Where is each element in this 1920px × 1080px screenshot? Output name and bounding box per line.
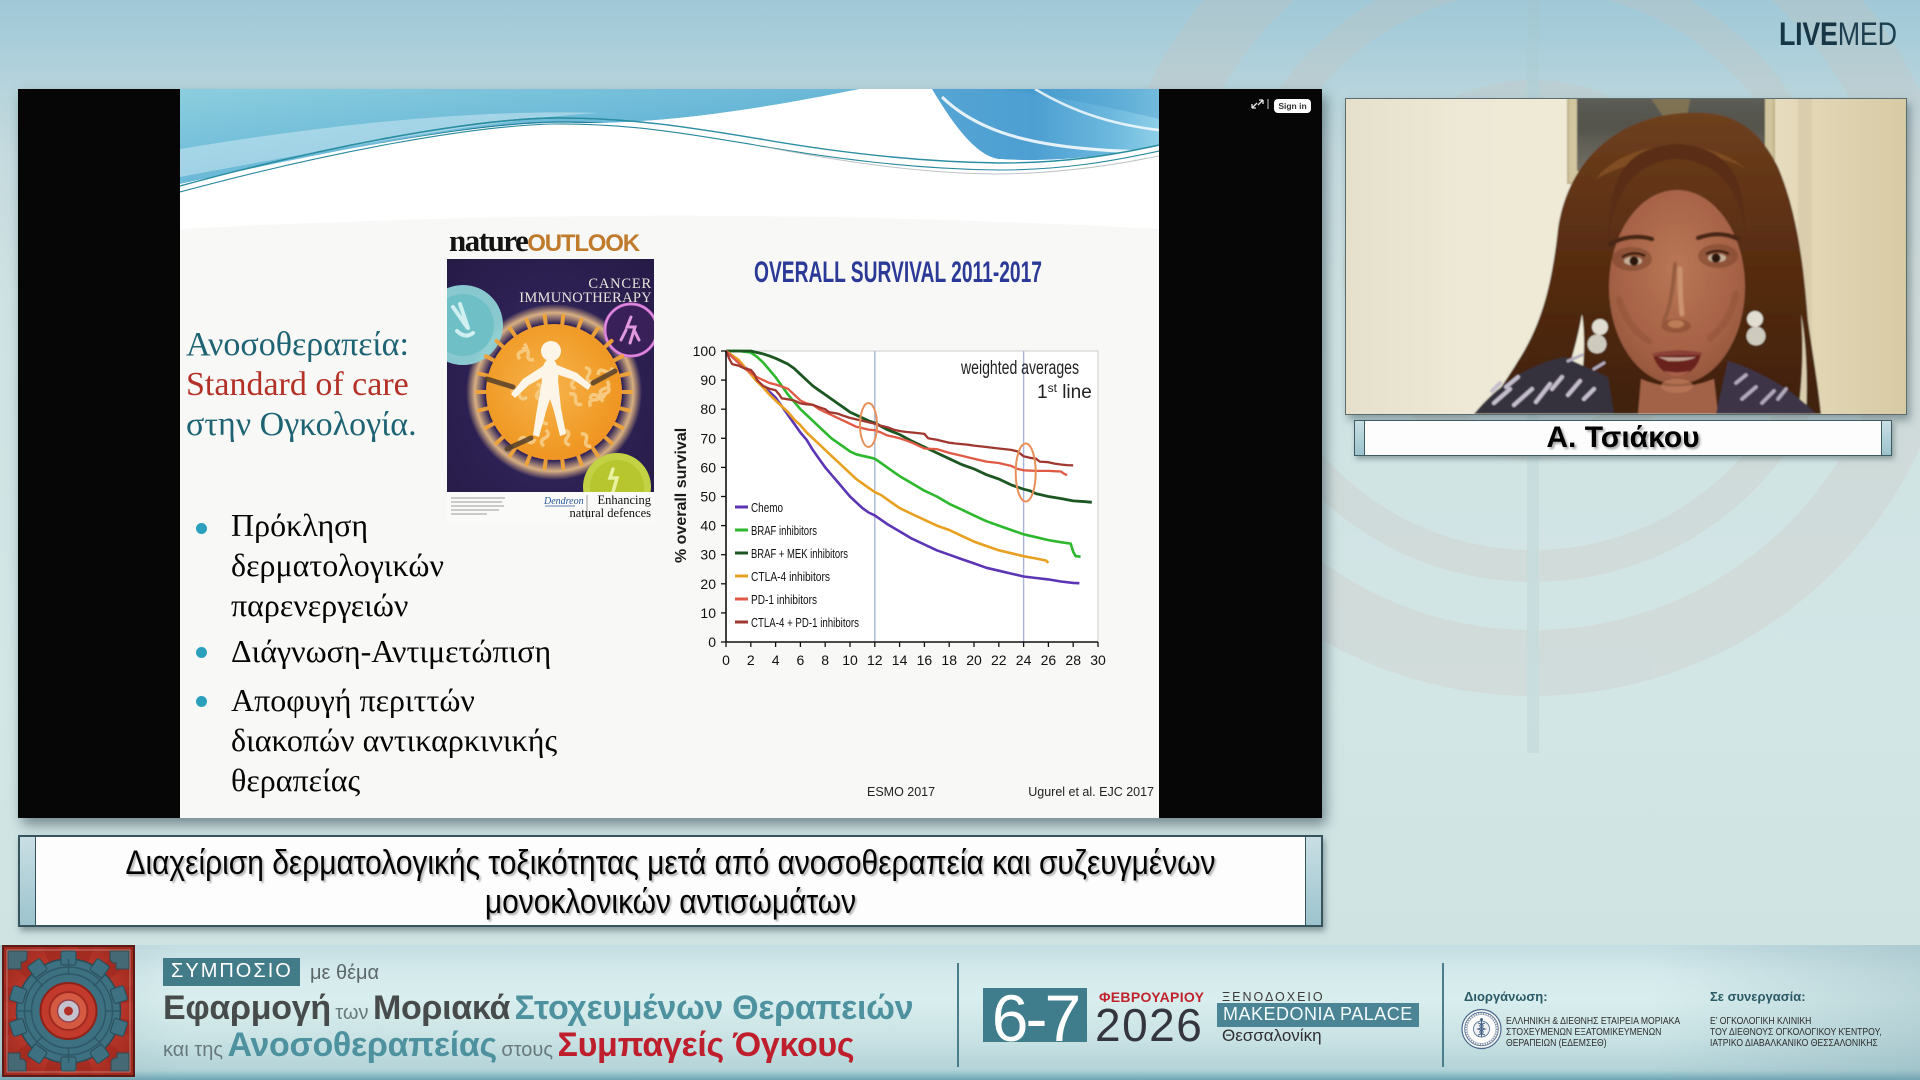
svg-text:100: 100 bbox=[693, 343, 717, 359]
svg-text:2: 2 bbox=[747, 652, 755, 668]
svg-text:0: 0 bbox=[722, 652, 730, 668]
svg-text:Ugurel et al. EJC 2017: Ugurel et al. EJC 2017 bbox=[1028, 785, 1154, 799]
svg-text:IMMUNOTHERAPY: IMMUNOTHERAPY bbox=[519, 290, 652, 306]
svg-text:weighted averages: weighted averages bbox=[960, 358, 1079, 379]
svg-text:40: 40 bbox=[700, 518, 716, 534]
svg-text:6: 6 bbox=[797, 652, 805, 668]
svg-text:OVERALL SURVIVAL 2011-2017: OVERALL SURVIVAL 2011-2017 bbox=[754, 256, 1042, 289]
svg-text:18: 18 bbox=[941, 652, 957, 668]
svg-text:30: 30 bbox=[700, 547, 716, 563]
svg-text:28: 28 bbox=[1065, 652, 1081, 668]
svg-text:24: 24 bbox=[1016, 652, 1032, 668]
svg-text:CANCER: CANCER bbox=[588, 276, 652, 292]
svg-text:CTLA-4 + PD-1 inhibitors: CTLA-4 + PD-1 inhibitors bbox=[751, 616, 859, 630]
svg-text:BRAF + MEK inhibitors: BRAF + MEK inhibitors bbox=[751, 547, 848, 561]
svg-text:30: 30 bbox=[1090, 652, 1106, 668]
svg-text:Enhancing: Enhancing bbox=[598, 493, 652, 507]
svg-text:90: 90 bbox=[700, 372, 716, 388]
svg-text:22: 22 bbox=[991, 652, 1007, 668]
svg-text:14: 14 bbox=[892, 652, 908, 668]
svg-text:PD-1 inhibitors: PD-1 inhibitors bbox=[751, 593, 817, 607]
svg-text:BRAF inhibitors: BRAF inhibitors bbox=[751, 524, 817, 538]
svg-text:Dendreon: Dendreon bbox=[543, 496, 584, 507]
svg-text:natural defences: natural defences bbox=[569, 506, 651, 520]
svg-text:1st line: 1st line bbox=[1037, 381, 1092, 403]
svg-text:26: 26 bbox=[1041, 652, 1057, 668]
svg-text:80: 80 bbox=[700, 401, 716, 417]
svg-text:ESMO 2017: ESMO 2017 bbox=[867, 785, 935, 799]
svg-text:CTLA-4 inhibitors: CTLA-4 inhibitors bbox=[751, 570, 830, 584]
svg-text:10: 10 bbox=[700, 605, 716, 621]
svg-text:4: 4 bbox=[772, 652, 780, 668]
svg-text:70: 70 bbox=[700, 430, 716, 446]
svg-text:20: 20 bbox=[700, 576, 716, 592]
svg-text:50: 50 bbox=[700, 489, 716, 505]
svg-text:60: 60 bbox=[700, 459, 716, 475]
svg-text:10: 10 bbox=[842, 652, 858, 668]
svg-text:8: 8 bbox=[821, 652, 829, 668]
svg-text:20: 20 bbox=[966, 652, 982, 668]
svg-text:% overall survival: % overall survival bbox=[673, 428, 690, 563]
svg-text:0: 0 bbox=[708, 634, 716, 650]
svg-text:Chemo: Chemo bbox=[751, 501, 783, 515]
svg-text:12: 12 bbox=[867, 652, 883, 668]
svg-text:16: 16 bbox=[917, 652, 933, 668]
